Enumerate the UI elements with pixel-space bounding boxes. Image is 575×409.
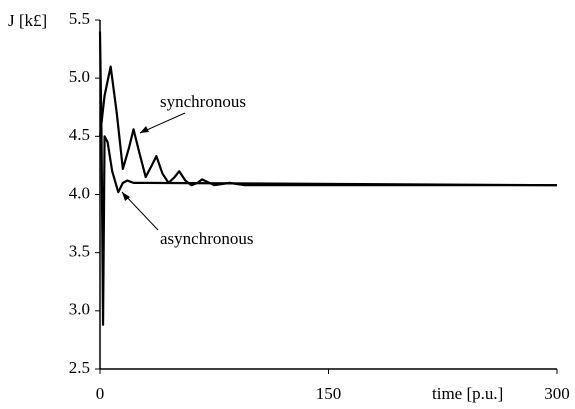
x-tick-label: 0: [96, 384, 105, 403]
x-tick-label: 300: [544, 384, 570, 403]
y-tick-label: 4.5: [69, 125, 90, 144]
x-axis-label: time [p.u.]: [432, 384, 503, 403]
y-tick-label: 5.0: [69, 67, 90, 86]
annotation: asynchronous: [160, 229, 253, 248]
y-tick-label: 4.0: [69, 183, 90, 202]
x-tick-label: 150: [316, 384, 342, 403]
y-tick-label: 3.0: [69, 300, 90, 319]
arrow-head: [122, 192, 130, 201]
y-axis-label: J [k£]: [8, 11, 47, 30]
series-line: [98, 65, 557, 187]
y-tick-label: 3.5: [69, 242, 90, 261]
y-tick-label: 5.5: [69, 9, 90, 28]
series-line: [98, 31, 558, 326]
annotation: synchronous: [160, 92, 246, 111]
arrow-head: [140, 126, 149, 133]
y-tick-label: 2.5: [69, 358, 90, 377]
